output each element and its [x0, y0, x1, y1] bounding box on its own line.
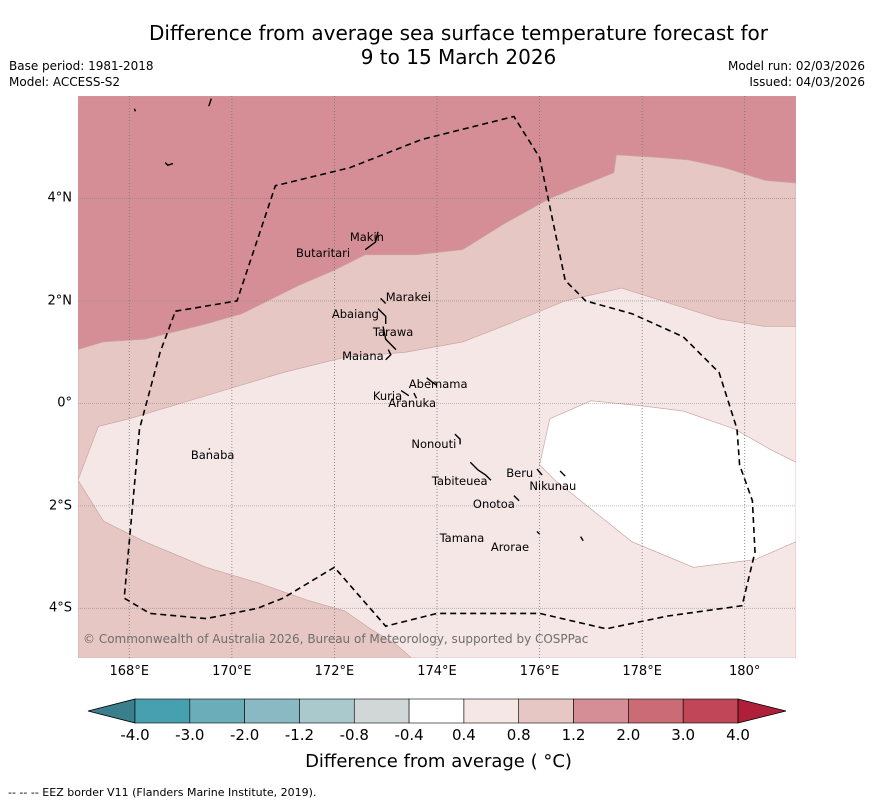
island-coastline [536, 468, 543, 476]
island-coastline [208, 448, 211, 450]
y-tick-label: 2°S [48, 498, 72, 514]
y-tick-label: 4°N [47, 190, 73, 206]
place-label-makin: Makin [349, 230, 384, 245]
model-name: Model: ACCESS-S2 [9, 75, 121, 89]
colorbar-bin [682, 698, 739, 724]
island-outlines [133, 98, 584, 542]
colorbar-tick-label: 2.0 [616, 726, 641, 744]
place-label-tabiteuea: Tabiteuea [431, 473, 488, 488]
island-coastline [426, 377, 438, 387]
colorbar-tick-label: -2.0 [229, 726, 260, 744]
colorbar-tick-label: 1.2 [561, 726, 586, 744]
eez-border-layer [123, 115, 756, 630]
eez-legend-note: -- -- -- EEZ border V11 (Flanders Marine… [8, 786, 317, 799]
copyright-notice: © Commonwealth of Australia 2026, Bureau… [83, 632, 589, 646]
place-label-aranuka: Aranuka [388, 396, 436, 411]
colorbar-tick-label: -3.0 [175, 726, 205, 744]
place-label-butaritari: Butaritari [295, 245, 351, 260]
x-tick-label: 172°E [314, 664, 355, 679]
place-label-maiana: Maiana [342, 349, 384, 364]
metadata-left: Base period: 1981-2018 Model: ACCESS-S2 [9, 58, 154, 90]
island-coastline [377, 308, 387, 324]
place-label-kuria: Kuria [372, 388, 403, 403]
x-tick-label: 180° [729, 664, 761, 679]
y-tick-label: 2°N [47, 293, 73, 309]
colorbar-bin [463, 698, 520, 724]
place-label-marakei: Marakei [385, 290, 431, 305]
x-tick-label: 170°E [212, 664, 252, 679]
colorbar-bin [628, 698, 684, 724]
colorbar-tick-label: 0.8 [506, 726, 531, 744]
colorbar-bin [134, 698, 191, 724]
island-coastline [536, 530, 541, 535]
island-coastline [469, 461, 492, 481]
island-coastline [413, 392, 418, 399]
island-coastline [385, 349, 392, 361]
model-run: Model run: 02/03/2026 [727, 59, 865, 73]
colorbar-tick-label: 4.0 [726, 726, 750, 744]
colorbar-tick-label: -4.0 [120, 726, 150, 744]
colorbar-label: Difference from average ( °C) [305, 751, 572, 772]
island-coastline [513, 495, 520, 502]
title-line-1: Difference from average sea surface temp… [148, 21, 768, 45]
colorbar [87, 698, 787, 724]
place-label-nonouti: Nonouti [411, 437, 457, 452]
place-label-onotoa: Onotoa [472, 496, 515, 511]
island-coastline [559, 470, 566, 477]
place-label-beru: Beru [506, 466, 534, 481]
island-coastline [133, 108, 137, 112]
y-tick-label: 0° [57, 395, 72, 411]
island-coastline [380, 297, 387, 304]
metadata-right: Model run: 02/03/2026 Issued: 04/03/2026 [728, 58, 865, 90]
x-tick-label: 178°E [622, 664, 662, 679]
base-period: Base period: 1981-2018 [9, 59, 154, 73]
contour-region-anomaly-minus0.4-to-0.4 [539, 400, 796, 568]
colorbar-bin [353, 698, 410, 724]
island-coastline [454, 433, 461, 445]
place-label-abemama: Abemama [408, 377, 468, 392]
island-coastline [364, 231, 379, 251]
colorbar-bin [189, 698, 245, 724]
island-coastline [164, 162, 174, 166]
x-tick-label: 174°E [417, 664, 457, 679]
title-line-2: 9 to 15 March 2026 [360, 45, 557, 69]
y-tick-label: 4°S [48, 600, 72, 616]
colorbar-over-arrow [737, 698, 787, 724]
colorbar-tick-label: 3.0 [671, 726, 696, 744]
colorbar-bin [299, 698, 355, 724]
colorbar-tick-label: -1.2 [284, 726, 315, 744]
x-tick-label: 176°E [519, 664, 560, 679]
colorbar-tick-label: -0.4 [394, 726, 424, 744]
graticule [78, 96, 796, 658]
place-label-tarawa: Tarawa [372, 324, 414, 339]
colorbar-bin [518, 698, 574, 724]
place-label-arorae: Arorae [490, 540, 530, 555]
colorbar-bin [408, 698, 465, 724]
colorbar-under-arrow [87, 698, 136, 724]
island-coastline [400, 390, 410, 397]
island-coastline [208, 98, 212, 107]
island-coastline [580, 536, 584, 542]
chart-title: Difference from average sea surface temp… [100, 21, 817, 69]
colorbar-bin [573, 698, 629, 724]
colorbar-tick-label: -0.8 [339, 726, 369, 744]
place-label-tamana: Tamana [439, 531, 485, 546]
island-coastline [382, 326, 397, 351]
x-tick-label: 168°E [109, 664, 150, 679]
place-label-abaiang: Abaiang [331, 306, 379, 321]
place-label-nikunau: Nikunau [529, 478, 577, 493]
eez-border-line [123, 115, 756, 630]
issued-date: Issued: 04/03/2026 [749, 75, 865, 89]
colorbar-tick-label: 0.4 [451, 726, 476, 744]
place-label-banaba: Banaba [190, 448, 235, 463]
colorbar-bin [244, 698, 300, 724]
